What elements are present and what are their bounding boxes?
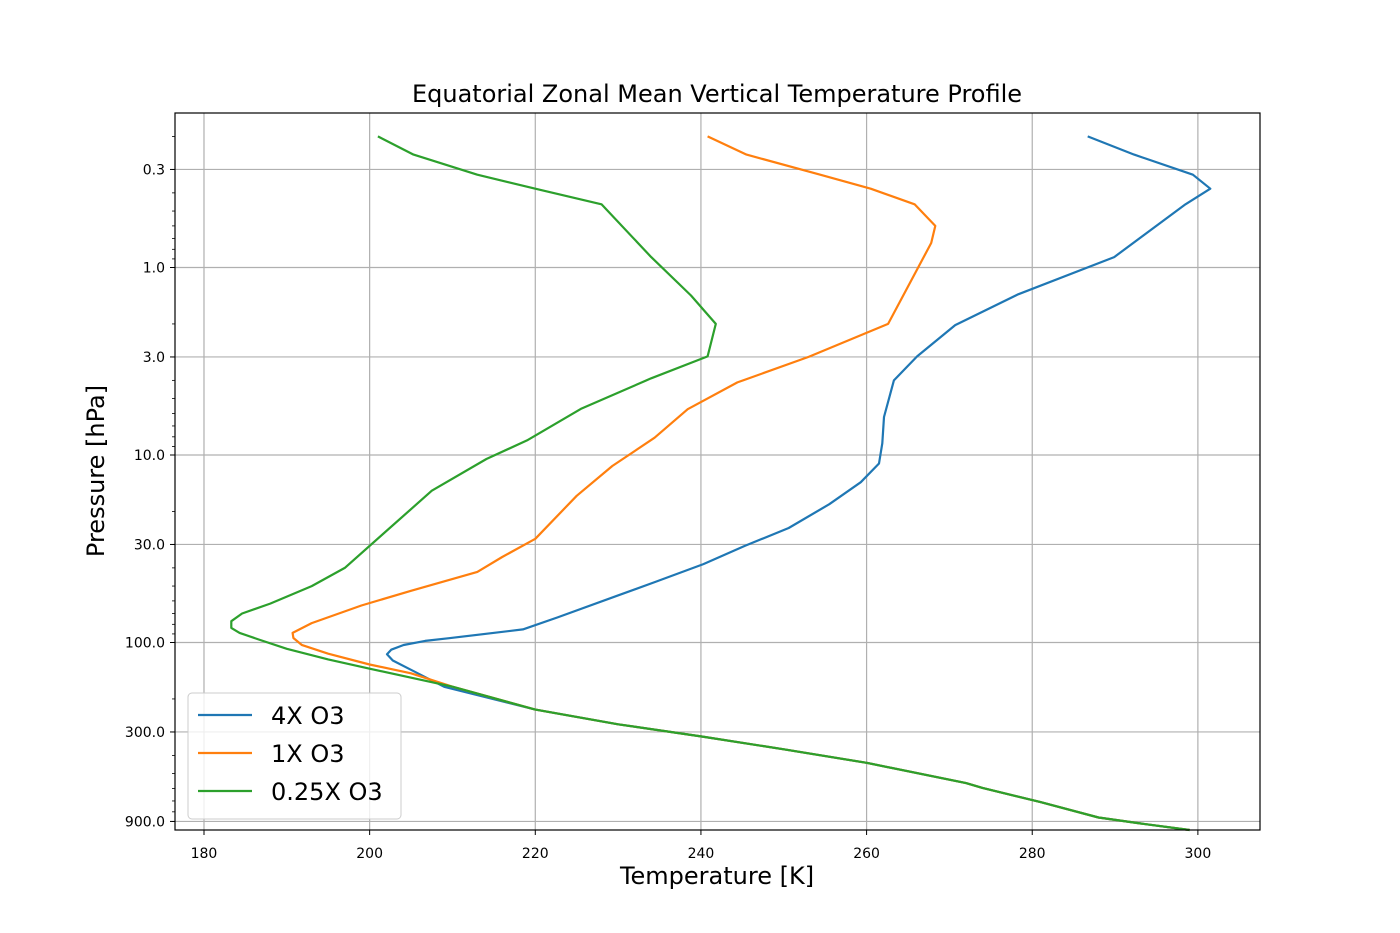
series-lines — [230, 135, 1212, 832]
legend-label-2: 1X O3 — [271, 740, 345, 768]
y-tick-label: 10.0 — [134, 448, 165, 464]
y-tick-label: 900.0 — [125, 814, 165, 830]
x-tick-label: 200 — [356, 846, 383, 862]
y-axis-label: Pressure [hPa] — [82, 385, 110, 557]
y-tick-label: 30.0 — [134, 537, 165, 553]
grid — [175, 113, 1260, 830]
series-line-1 — [385, 135, 1212, 832]
y-axis-minor-ticks — [172, 136, 175, 822]
y-tick-label: 1.0 — [143, 260, 165, 276]
x-tick-label: 240 — [688, 846, 715, 862]
x-tick-label: 260 — [853, 846, 880, 862]
x-tick-label: 180 — [191, 846, 218, 862]
series-line-2 — [291, 135, 1190, 832]
legend-box — [187, 692, 402, 820]
chart-title: Equatorial Zonal Mean Vertical Temperatu… — [412, 80, 1022, 108]
x-tick-label: 280 — [1019, 846, 1046, 862]
legend-label-1: 4X O3 — [271, 702, 345, 730]
y-tick-label: 3.0 — [143, 350, 165, 366]
x-axis-label: Temperature [K] — [619, 862, 814, 890]
y-axis-ticks: 0.3 1.0 3.0 10.0 30.0 100.0 300.0 900.0 — [125, 162, 175, 830]
x-tick-label: 220 — [522, 846, 549, 862]
y-tick-label: 100.0 — [125, 635, 165, 651]
series-line-3 — [230, 135, 1190, 832]
legend-label-3: 0.25X O3 — [271, 778, 383, 806]
legend: 4X O3 1X O3 0.25X O3 — [187, 692, 402, 820]
x-tick-label: 300 — [1185, 846, 1212, 862]
y-tick-label: 0.3 — [143, 162, 165, 178]
x-axis-ticks: 180 200 220 240 260 280 300 — [191, 830, 1212, 862]
plot-frame — [174, 112, 1261, 831]
y-tick-label: 300.0 — [125, 725, 165, 741]
